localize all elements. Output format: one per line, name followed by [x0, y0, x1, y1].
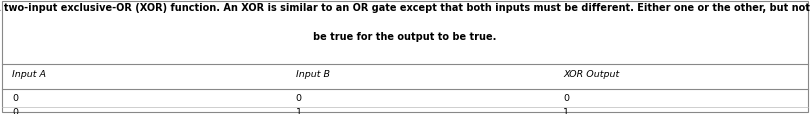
Text: be true for the output to be true.: be true for the output to be true.: [313, 32, 497, 42]
Text: 1: 1: [296, 107, 301, 114]
Text: 0: 0: [12, 107, 18, 114]
Text: Input A: Input A: [12, 70, 46, 78]
Text: Input B: Input B: [296, 70, 330, 78]
Text: 0: 0: [296, 93, 301, 102]
Text: 0: 0: [563, 93, 569, 102]
Text: Table 9.6. A two-input exclusive-OR (XOR) function. An XOR is similar to an OR g: Table 9.6. A two-input exclusive-OR (XOR…: [0, 3, 810, 13]
Text: XOR Output: XOR Output: [563, 70, 619, 78]
Text: 0: 0: [12, 93, 18, 102]
Text: 1: 1: [563, 107, 569, 114]
